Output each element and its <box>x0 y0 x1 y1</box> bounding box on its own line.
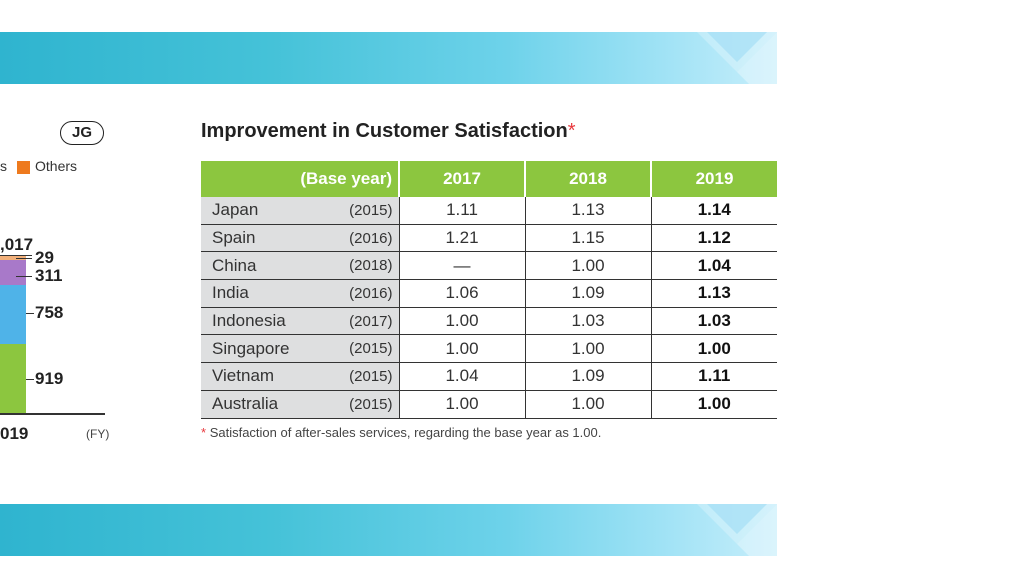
footer-band <box>0 504 777 556</box>
country-name: Vietnam <box>212 366 275 386</box>
value-2018: 1.00 <box>525 390 652 419</box>
base-year: (2017) <box>349 312 393 330</box>
bar-value-label: 758 <box>35 303 64 322</box>
country-name: Singapore <box>212 338 290 358</box>
value-2019: 1.00 <box>651 334 777 364</box>
table-row: Spain (2016) 1.21 1.15 1.12 <box>201 224 777 253</box>
footnote: * Satisfaction of after-sales services, … <box>201 425 601 440</box>
value-2018: 1.03 <box>525 307 652 336</box>
country-cell: Spain (2016) <box>201 224 400 253</box>
value-2019: 1.04 <box>651 251 777 281</box>
country-cell: Singapore (2015) <box>201 334 400 364</box>
leader-line <box>16 258 32 259</box>
header-year-2017: 2017 <box>399 161 526 197</box>
section-title: Improvement in Customer Satisfaction* <box>201 120 576 143</box>
table-body: Japan (2015) 1.11 1.13 1.14 Spain (2016) 1.21 1.… <box>201 197 777 419</box>
bar-segment-blue <box>0 285 26 344</box>
base-year: (2015) <box>349 202 393 219</box>
base-year: (2016) <box>349 285 393 303</box>
x-tick-label: 019 <box>0 424 29 443</box>
value-2018: 1.00 <box>525 334 652 364</box>
country-cell: Indonesia (2017) <box>201 307 400 336</box>
footnote-asterisk: * <box>201 425 207 440</box>
x-axis-unit: (FY) <box>86 427 110 441</box>
value-2017: — <box>399 251 526 281</box>
header-base-year: (Base year) <box>201 161 400 197</box>
table-row: China (2018) —1.00 1.04 <box>201 251 777 281</box>
base-year: (2015) <box>349 340 393 358</box>
section-title-text: Improvement in Customer Satisfaction <box>201 120 568 142</box>
country-cell: Australia (2015) <box>201 390 400 419</box>
country-cell: India (2016) <box>201 279 400 308</box>
leader-line <box>26 379 34 380</box>
bar-segment-others <box>0 256 26 260</box>
chart-x-axis <box>0 413 105 415</box>
bar-segment-green <box>0 344 26 413</box>
value-2019: 1.12 <box>651 224 777 253</box>
country-name: China <box>212 255 257 275</box>
header-band <box>0 32 777 84</box>
bar-value-label: 919 <box>35 369 64 388</box>
bar-value-label: 29 <box>35 248 54 267</box>
value-2019: 1.14 <box>651 197 777 225</box>
table-row: Indonesia (2017) 1.00 1.03 1.03 <box>201 307 777 336</box>
value-2018: 1.13 <box>525 197 652 225</box>
header-year-2018: 2018 <box>525 161 652 197</box>
segment-badge: JG <box>60 121 104 145</box>
table-row: India (2016) 1.06 1.09 1.13 <box>201 279 777 308</box>
footnote-text: Satisfaction of after-sales services, re… <box>209 425 602 440</box>
country-name: Spain <box>212 228 256 248</box>
value-2017: 1.00 <box>399 334 526 364</box>
country-name: Japan <box>212 200 259 220</box>
country-cell: China (2018) <box>201 251 400 281</box>
leader-line <box>26 313 34 314</box>
bar-segment-purple <box>0 260 26 285</box>
base-year: (2015) <box>349 395 393 413</box>
base-year: (2016) <box>349 229 393 247</box>
value-2018: 1.15 <box>525 224 652 253</box>
bar-value-label: 311 <box>35 266 63 285</box>
value-2018: 1.09 <box>525 362 652 391</box>
country-cell: Japan (2015) <box>201 197 400 225</box>
header-year-2019: 2019 <box>651 161 777 197</box>
value-2017: 1.06 <box>399 279 526 308</box>
table-header-row: (Base year) 2017 2018 2019 <box>201 161 777 197</box>
legend-swatch-others <box>17 161 30 174</box>
value-2018: 1.00 <box>525 251 652 281</box>
leader-line <box>16 276 32 277</box>
value-2017: 1.00 <box>399 307 526 336</box>
bar-total-label: ,017 <box>0 235 34 254</box>
value-2019: 1.13 <box>651 279 777 308</box>
legend-label-others: Others <box>35 158 78 174</box>
value-2017: 1.11 <box>399 197 526 225</box>
table-row: Singapore (2015) 1.00 1.00 1.00 <box>201 334 777 364</box>
legend-label-fragment: s <box>0 158 7 174</box>
country-name: India <box>212 283 249 303</box>
value-2019: 1.11 <box>651 362 777 391</box>
country-cell: Vietnam (2015) <box>201 362 400 391</box>
table-row: Australia (2015) 1.00 1.00 1.00 <box>201 390 777 419</box>
chevron-decoration-icon <box>697 504 777 556</box>
country-name: Indonesia <box>212 311 286 331</box>
base-year: (2018) <box>349 257 393 275</box>
value-2017: 1.00 <box>399 390 526 419</box>
value-2019: 1.03 <box>651 307 777 336</box>
table-row: Japan (2015) 1.11 1.13 1.14 <box>201 197 777 225</box>
title-asterisk: * <box>567 120 576 142</box>
table-row: Vietnam (2015) 1.04 1.09 1.11 <box>201 362 777 391</box>
total-underline <box>0 255 32 256</box>
base-year: (2015) <box>349 368 393 386</box>
value-2017: 1.04 <box>399 362 526 391</box>
chevron-decoration-icon <box>697 32 777 84</box>
value-2019: 1.00 <box>651 390 777 419</box>
value-2018: 1.09 <box>525 279 652 308</box>
value-2017: 1.21 <box>399 224 526 253</box>
country-name: Australia <box>212 394 279 414</box>
customer-satisfaction-table: (Base year) 2017 2018 2019 Japan (2015) 1.… <box>201 161 777 419</box>
